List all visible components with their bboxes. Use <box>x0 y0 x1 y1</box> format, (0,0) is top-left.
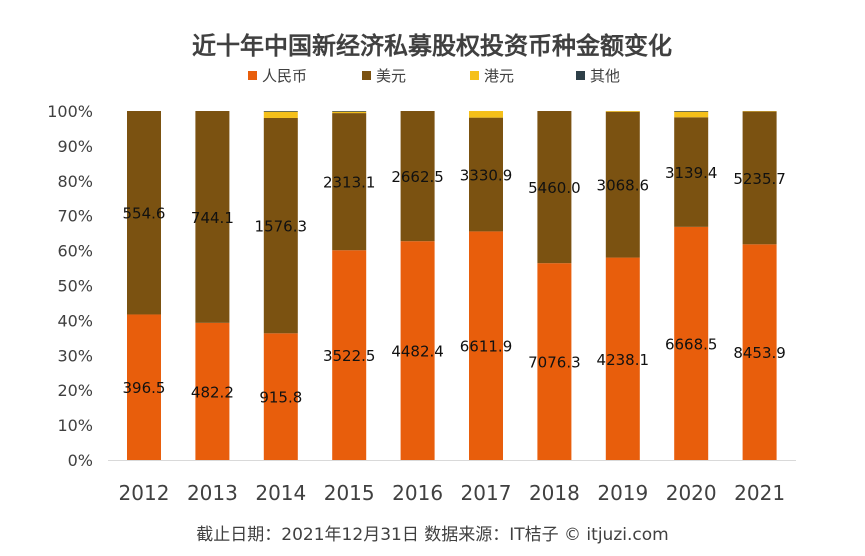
bar-segment <box>469 111 503 118</box>
y-tick-label: 60% <box>57 242 93 261</box>
data-label: 915.8 <box>259 389 302 407</box>
data-label: 4238.1 <box>597 351 650 369</box>
data-label: 8453.9 <box>733 344 786 362</box>
data-label: 4482.4 <box>391 343 444 361</box>
y-tick-label: 50% <box>57 277 93 296</box>
x-tick-label: 2021 <box>734 481 785 505</box>
data-label: 2662.5 <box>391 168 444 186</box>
bar-segment <box>605 111 640 112</box>
x-tick-label: 2013 <box>187 481 238 505</box>
bar-segment <box>674 111 709 112</box>
data-labels: 396.5 554.6 482.2 744.1 915.8 1576.3 3522.5 231… <box>123 164 786 407</box>
legend-swatch <box>362 71 371 80</box>
y-tick-label: 40% <box>57 311 93 330</box>
bar-segment <box>195 322 230 460</box>
data-label: 7076.3 <box>528 354 581 372</box>
bar-segment <box>605 111 640 258</box>
y-tick-label: 20% <box>57 381 93 400</box>
data-label: 554.6 <box>123 205 166 223</box>
data-label: 3068.6 <box>597 177 650 195</box>
data-label: 5235.7 <box>733 170 786 188</box>
x-tick-label: 2017 <box>461 481 512 505</box>
bar-segment <box>400 111 435 242</box>
bar-segment <box>674 111 709 118</box>
data-label: 3330.9 <box>460 167 513 185</box>
bar-segment <box>195 111 230 323</box>
y-tick-label: 90% <box>57 137 93 156</box>
y-tick-label: 70% <box>57 207 93 226</box>
bar-segment <box>263 333 298 460</box>
data-label: 1576.3 <box>255 218 308 236</box>
x-tick-label: 2019 <box>597 481 648 505</box>
x-tick-label: 2014 <box>255 481 306 505</box>
legend-label: 美元 <box>376 67 406 85</box>
bar-segment <box>674 117 709 227</box>
x-tick-label: 2018 <box>529 481 580 505</box>
data-label: 5460.0 <box>528 179 581 197</box>
data-label: 744.1 <box>191 209 234 227</box>
bar-segment <box>332 111 367 114</box>
bar-segment <box>263 117 298 334</box>
legend-label: 人民币 <box>262 67 307 85</box>
legend: 人民币 美元 港元 其他 <box>248 67 620 85</box>
legend-label: 港元 <box>484 67 514 85</box>
bar-segment <box>742 111 777 245</box>
data-label: 3139.4 <box>665 164 718 182</box>
legend-swatch <box>248 71 257 80</box>
y-tick-label: 80% <box>57 172 93 191</box>
y-tick-label: 10% <box>57 416 93 435</box>
bar-segment <box>400 241 435 460</box>
data-label: 3522.5 <box>323 347 376 365</box>
data-label: 6611.9 <box>460 338 513 356</box>
legend-swatch <box>470 71 479 80</box>
bars <box>127 111 777 460</box>
x-axis: 2012 2013 2014 2015 2016 2017 2018 2019 2020 2021 <box>108 460 796 505</box>
bar-segment <box>674 226 709 460</box>
bar-segment <box>537 263 572 460</box>
bar-segment <box>332 113 367 251</box>
chart-title: 近十年中国新经济私募股权投资币种金额变化 <box>192 32 672 60</box>
y-axis: 0% 10% 20% 30% 40% 50% 60% 70% 80% 90% 100% <box>47 102 93 470</box>
source-footer: 截止日期：2021年12月31日 数据来源：IT桔子 © itjuzi.com <box>196 525 669 545</box>
y-tick-label: 0% <box>68 451 93 470</box>
bar-segment <box>263 111 298 118</box>
bar-segment <box>537 111 572 264</box>
bar-segment <box>332 111 367 112</box>
bar-segment <box>605 257 640 460</box>
bar-segment <box>263 111 298 112</box>
bar-segment <box>127 314 161 460</box>
bar-segment <box>469 117 503 232</box>
x-tick-label: 2012 <box>119 481 170 505</box>
bar-segment <box>127 111 161 315</box>
x-tick-label: 2016 <box>392 481 443 505</box>
x-tick-label: 2020 <box>666 481 717 505</box>
data-label: 482.2 <box>191 383 234 401</box>
legend-swatch <box>576 71 585 80</box>
bar-segment <box>742 244 777 460</box>
data-label: 396.5 <box>123 379 166 397</box>
bar-segment <box>469 231 503 460</box>
legend-label: 其他 <box>590 67 620 85</box>
y-tick-label: 100% <box>47 102 93 121</box>
bar-segment <box>332 250 367 460</box>
x-tick-label: 2015 <box>324 481 375 505</box>
y-tick-label: 30% <box>57 346 93 365</box>
data-label: 6668.5 <box>665 335 718 353</box>
data-label: 2313.1 <box>323 174 376 192</box>
